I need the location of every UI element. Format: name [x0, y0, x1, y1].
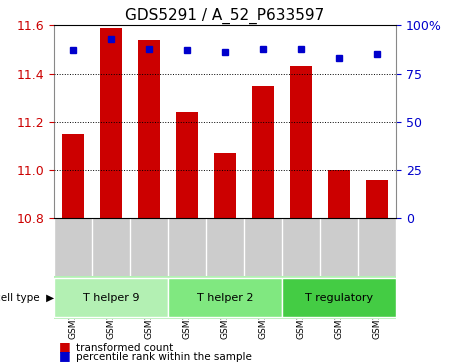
Bar	[99, 28, 122, 218]
Bar	[214, 153, 236, 218]
Text: transformed count: transformed count	[76, 343, 174, 353]
Bar	[365, 180, 388, 218]
FancyBboxPatch shape	[54, 278, 168, 317]
Text: percentile rank within the sample: percentile rank within the sample	[76, 352, 252, 362]
Text: ■: ■	[58, 340, 70, 353]
Bar	[328, 170, 351, 218]
Bar	[62, 134, 85, 218]
Text: cell type  ▶: cell type ▶	[0, 293, 54, 303]
Text: ■: ■	[58, 349, 70, 362]
FancyBboxPatch shape	[168, 278, 282, 317]
FancyBboxPatch shape	[282, 278, 396, 317]
Bar	[176, 112, 198, 218]
Text: T helper 2: T helper 2	[197, 293, 253, 303]
Bar	[138, 40, 160, 218]
Text: T regulatory: T regulatory	[305, 293, 373, 303]
Bar	[290, 66, 312, 218]
Title: GDS5291 / A_52_P633597: GDS5291 / A_52_P633597	[126, 8, 324, 24]
Bar	[252, 86, 274, 218]
Text: T helper 9: T helper 9	[83, 293, 139, 303]
